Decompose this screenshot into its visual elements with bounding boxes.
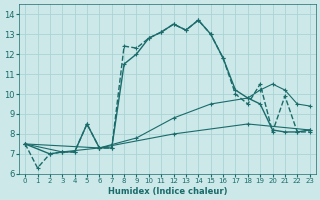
X-axis label: Humidex (Indice chaleur): Humidex (Indice chaleur)	[108, 187, 227, 196]
